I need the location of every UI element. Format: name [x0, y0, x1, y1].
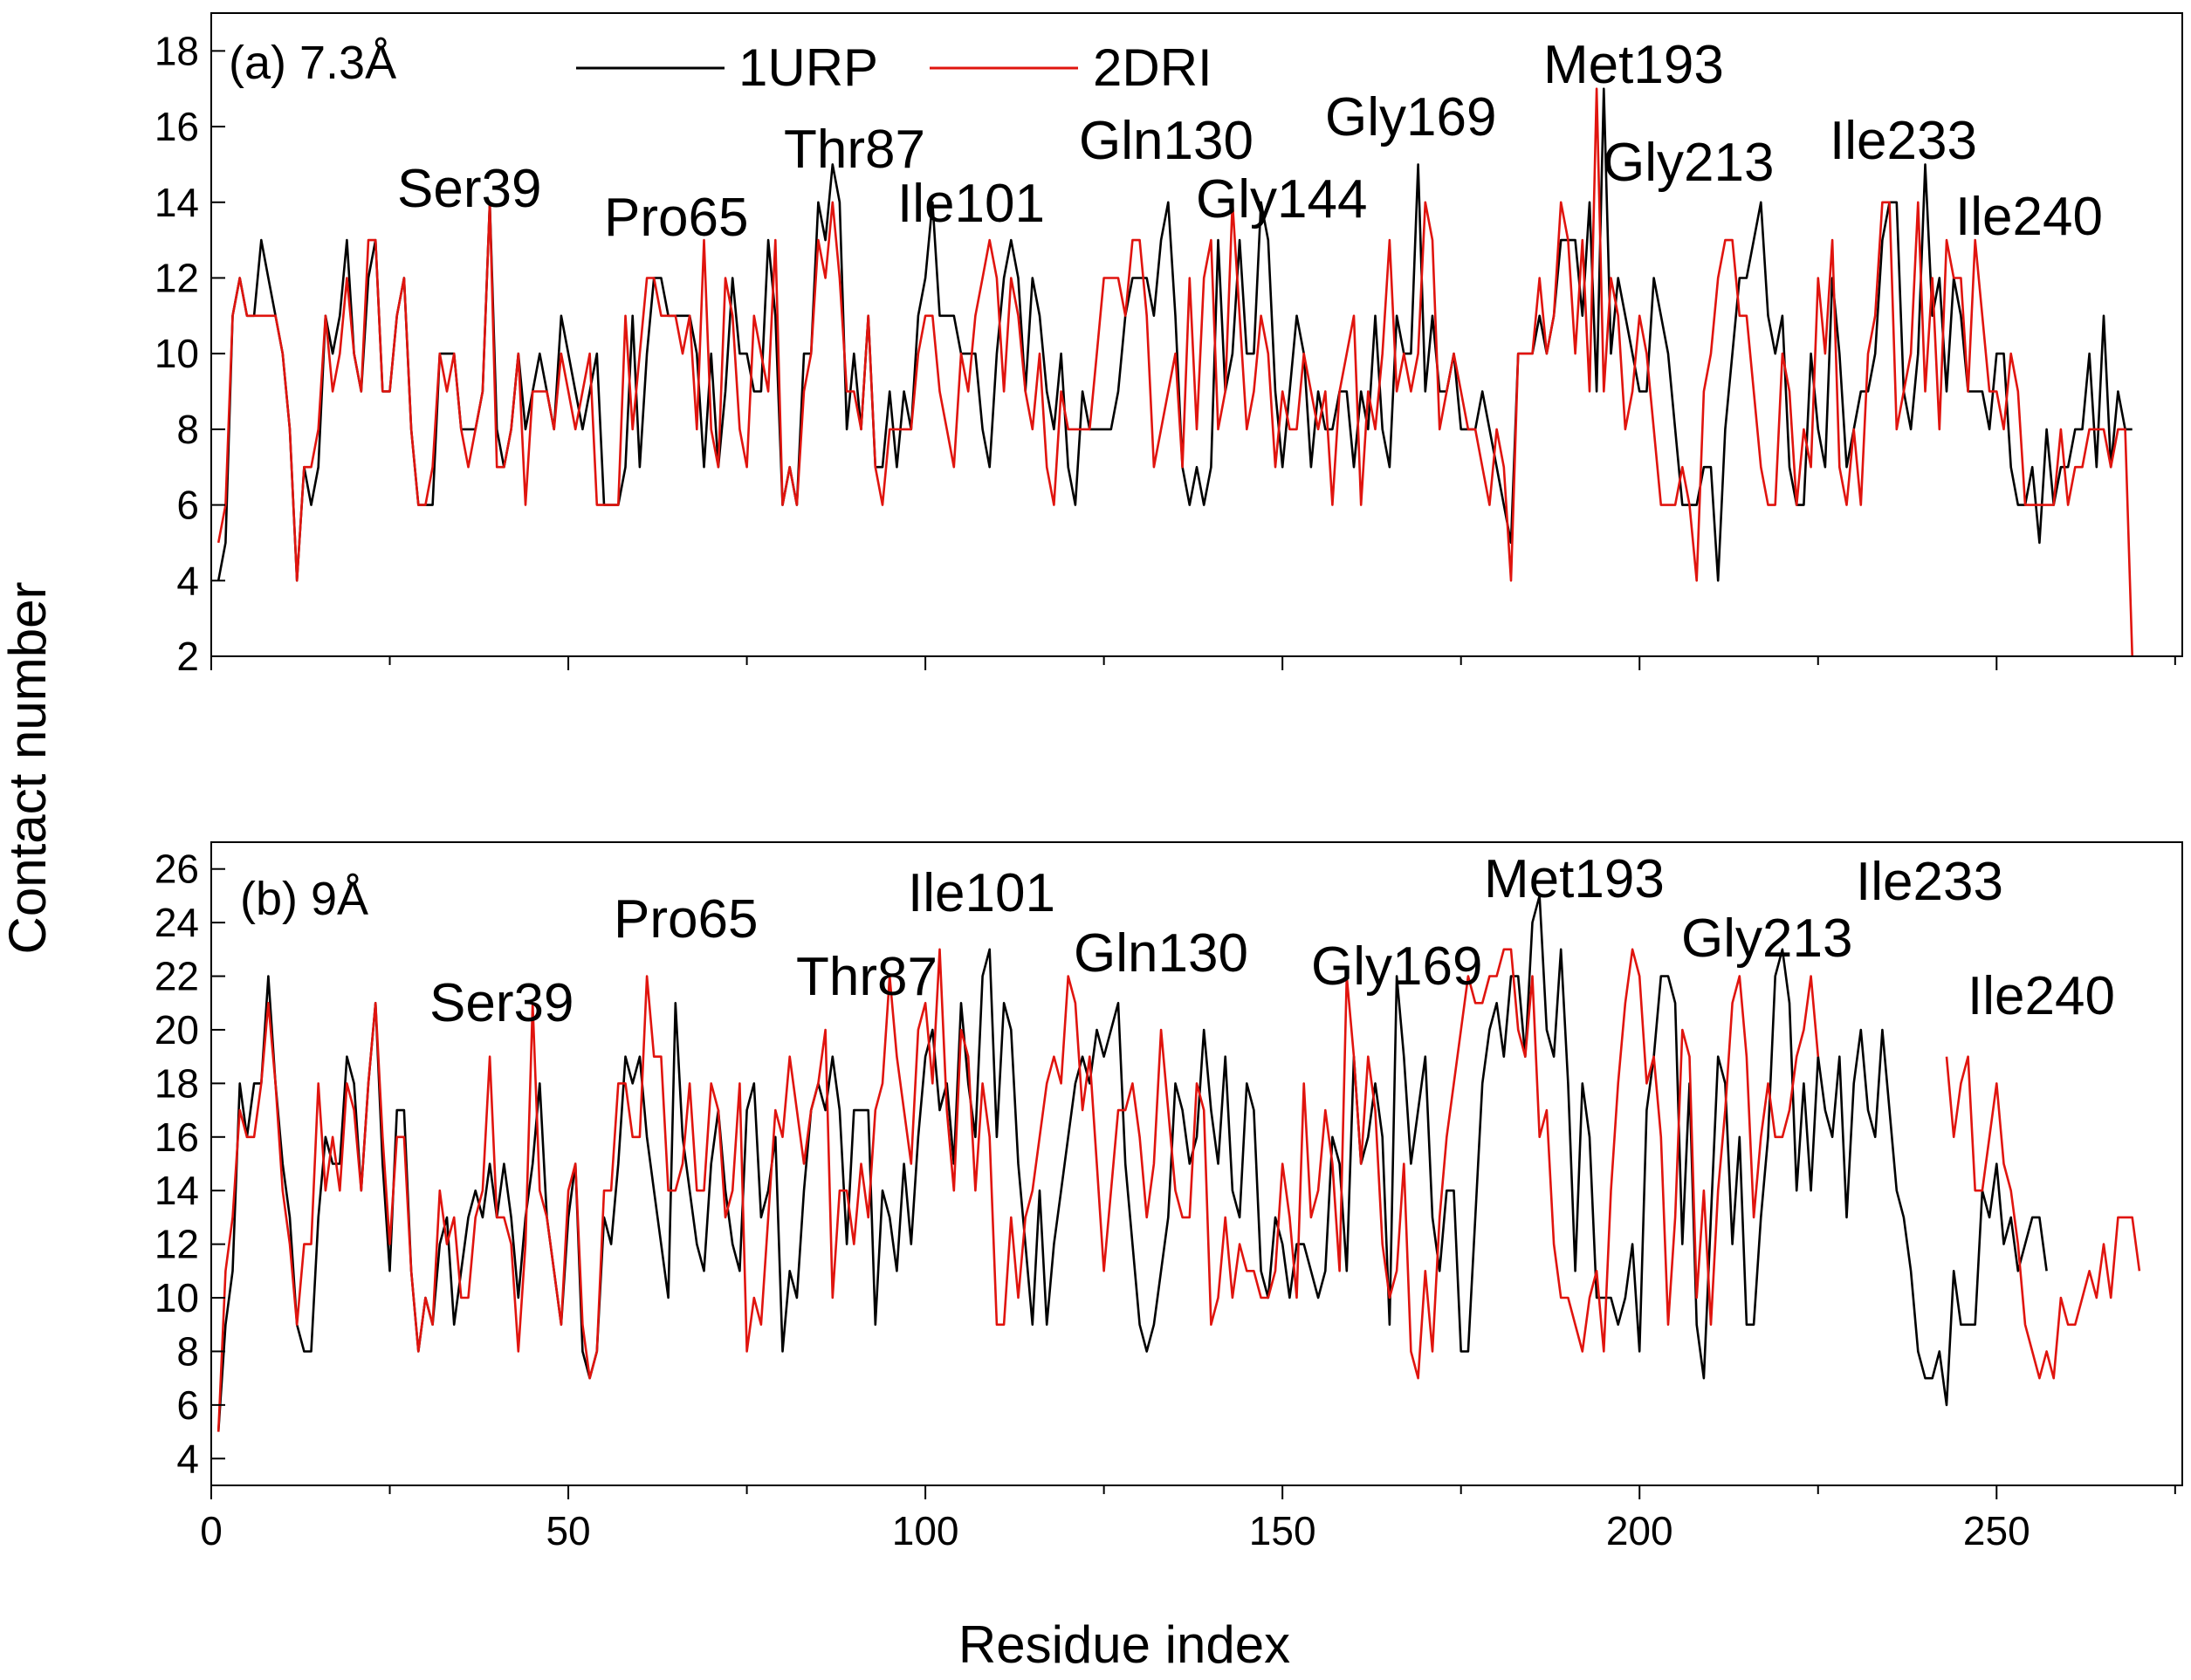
y-tick-label: 10: [155, 331, 199, 376]
annotation-b-thr87: Thr87: [796, 947, 938, 1007]
y-tick-label: 12: [155, 255, 199, 300]
y-tick-label: 8: [176, 1328, 199, 1374]
x-tick-label: 250: [1963, 1508, 2030, 1553]
series-line-2dri-b-2: [1945, 1055, 2141, 1380]
panel-a-frame: [210, 12, 2183, 657]
annotation-gln130: Gln130: [1079, 111, 1253, 171]
annotation-gly169: Gly169: [1325, 87, 1496, 147]
y-tick-label: 6: [176, 1382, 199, 1428]
annotation-b-gly169: Gly169: [1311, 936, 1482, 997]
y-tick-label: 4: [176, 558, 199, 603]
annotation-b-met193: Met193: [1484, 849, 1665, 909]
y-tick-label: 14: [155, 180, 199, 225]
y-tick-label: 18: [155, 1060, 199, 1106]
annotation-ile240: Ile240: [1955, 187, 2103, 247]
series-line-2dri-b-1: [216, 948, 1820, 1432]
panel-b: 4 6 8 10 12 14 16 18 20 22 24 26 0 50 100 150 200 250 (b)…: [155, 841, 2183, 1553]
y-tick-label: 2: [176, 634, 199, 679]
panel-a-annotations: Ser39 Pro65 Thr87 Ile101 Gln130 Gly144 G…: [397, 35, 2103, 248]
x-tick-label: 0: [200, 1508, 223, 1553]
y-axis-title: Contact number: [0, 582, 57, 955]
annotation-ile233: Ile233: [1830, 111, 1977, 171]
y-tick-label: 16: [155, 104, 199, 149]
y-tick-label: 4: [176, 1436, 199, 1481]
annotation-b-ile233: Ile233: [1856, 852, 2003, 912]
annotation-b-ile240: Ile240: [1968, 966, 2115, 1026]
y-tick-label: 24: [155, 900, 199, 945]
series-line-2dri-a-1: [216, 87, 2133, 656]
annotation-met193: Met193: [1543, 35, 1724, 95]
legend-label-1urp: 1URP: [738, 38, 878, 97]
x-axis-title: Residue index: [958, 1615, 1290, 1674]
x-tick-label: 50: [546, 1508, 590, 1553]
annotation-thr87: Thr87: [784, 120, 925, 180]
y-tick-label: 16: [155, 1114, 199, 1160]
panel-b-annotations: Ser39 Pro65 Thr87 Ile101 Gln130 Gly169 M…: [429, 849, 2115, 1033]
panel-a: 2 4 6 8 10 12 14 16 18 (a) 7.3Å 1URP 2DRI Ser39 …: [155, 12, 2183, 679]
annotation-b-ile101: Ile101: [908, 863, 1055, 923]
y-tick-label: 12: [155, 1222, 199, 1267]
panel-a-label: (a) 7.3Å: [229, 37, 396, 89]
annotation-ile101: Ile101: [897, 174, 1045, 234]
annotation-pro65: Pro65: [604, 188, 748, 248]
annotation-gly213: Gly213: [1603, 133, 1774, 193]
y-tick-label: 8: [176, 407, 199, 452]
series-line-1urp-b-0: [216, 895, 2048, 1432]
y-tick-label: 22: [155, 954, 199, 999]
y-tick-label: 14: [155, 1168, 199, 1213]
y-tick-label: 18: [155, 28, 199, 73]
y-tick-label: 26: [155, 847, 199, 892]
annotation-gly144: Gly144: [1196, 169, 1367, 230]
y-tick-label: 6: [176, 483, 199, 528]
x-tick-label: 150: [1249, 1508, 1316, 1553]
annotation-b-pro65: Pro65: [614, 889, 758, 950]
legend: 1URP 2DRI: [576, 38, 1212, 97]
annotation-b-gln130: Gln130: [1074, 923, 1248, 984]
x-tick-label: 100: [892, 1508, 959, 1553]
legend-label-2dri: 2DRI: [1093, 38, 1212, 97]
panel-b-label: (b) 9Å: [240, 873, 368, 925]
panel-b-frame: [210, 841, 2183, 1486]
y-tick-label: 10: [155, 1275, 199, 1320]
annotation-b-gly213: Gly213: [1681, 909, 1852, 969]
annotation-ser39: Ser39: [397, 159, 541, 219]
y-tick-label: 20: [155, 1007, 199, 1053]
x-tick-label: 200: [1606, 1508, 1673, 1553]
annotation-b-ser39: Ser39: [429, 973, 574, 1033]
